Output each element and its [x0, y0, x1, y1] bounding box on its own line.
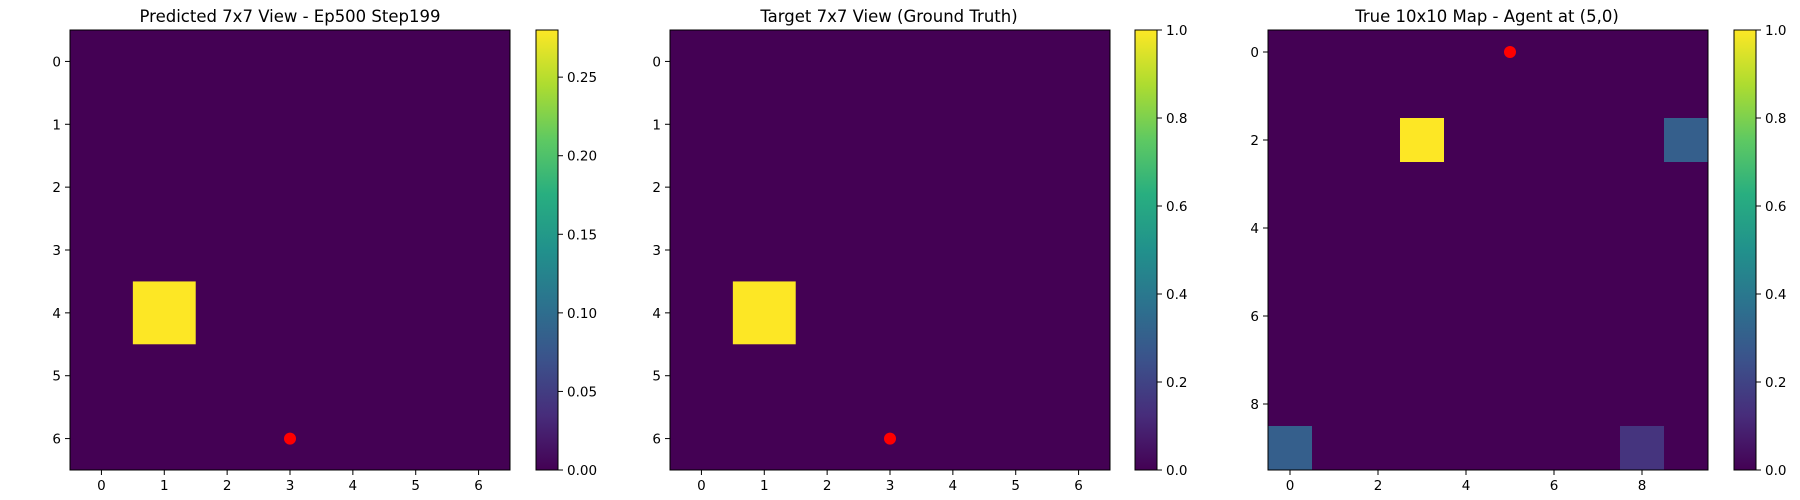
y-tick-label: 6: [652, 432, 661, 448]
x-tick-label: 4: [349, 478, 358, 494]
colorbar-tick-label: 0.4: [1765, 287, 1786, 303]
heatmap-target: 0 1 2 3 4 5 6 0 1 2 3 4 5 6: [652, 29, 1111, 494]
x-tick-label: 5: [411, 478, 420, 494]
colorbar-tick-label: 1.0: [1166, 23, 1187, 39]
agent-marker: [284, 432, 296, 445]
heatmap-background: [70, 30, 510, 470]
colorbar-frame: [1134, 29, 1158, 471]
colorbar-tick-label: 1.0: [1765, 23, 1786, 39]
colorbar-tick-label: 0.0: [1765, 463, 1786, 479]
panel-predicted: Predicted 7x7 View - Ep500 Step199 0 1 2 3 4…: [52, 7, 597, 494]
y-tick-label: 6: [52, 432, 61, 448]
panel-true-map: True 10x10 Map - Agent at (5,0) 0 2 4 6 8 0 2 4…: [1250, 7, 1786, 494]
heatmap-background: [1268, 30, 1708, 470]
colorbar-frame: [1733, 29, 1757, 471]
y-tick-label: 3: [52, 243, 61, 259]
y-tick-label: 1: [652, 117, 661, 133]
x-tick-label: 2: [823, 478, 832, 494]
colorbar-tick-label: 0.25: [567, 70, 597, 86]
x-tick-label: 5: [1011, 478, 1020, 494]
heatmap-background: [670, 30, 1110, 470]
x-tick-label: 3: [886, 478, 895, 494]
x-tick-label: 1: [160, 478, 169, 494]
y-tick-label: 0: [652, 54, 661, 70]
x-tick-label: 2: [223, 478, 232, 494]
y-tick-label: 5: [52, 369, 61, 385]
y-tick-label: 5: [652, 369, 661, 385]
heatmap-true-map: 0 2 4 6 8 0 2 4 6 8: [1250, 29, 1709, 494]
agent-marker: [1504, 46, 1516, 58]
colorbar-tick-label: 0.4: [1166, 287, 1187, 303]
x-tick-label: 6: [1074, 478, 1083, 494]
agent-marker: [884, 432, 896, 445]
colorbar-tick-label: 0.2: [1765, 375, 1786, 391]
x-tick-label: 0: [1286, 478, 1295, 494]
heatmap-cell: [1268, 426, 1312, 470]
y-tick-label: 4: [52, 306, 61, 322]
colorbar-tick-label: 0.20: [567, 149, 597, 165]
colorbar-tick-label: 0.15: [567, 227, 597, 243]
x-tick-label: 1: [760, 478, 769, 494]
y-tick-label: 4: [1250, 221, 1259, 237]
y-tick-label: 8: [1250, 397, 1259, 413]
y-tick-label: 0: [52, 54, 61, 70]
x-tick-label: 4: [1462, 478, 1471, 494]
y-tick-label: 1: [52, 117, 61, 133]
heatmap-cell: [132, 281, 196, 345]
panel-title: Predicted 7x7 View - Ep500 Step199: [139, 7, 440, 26]
heatmap-cell: [732, 281, 796, 345]
panel-target: Target 7x7 View (Ground Truth) 0 1 2 3 4 5 6 0 1…: [652, 7, 1187, 494]
colorbar-gradient: [1734, 30, 1756, 470]
y-tick-label: 3: [652, 243, 661, 259]
axes-frame: [1267, 29, 1709, 471]
y-tick-label: 2: [652, 180, 661, 196]
x-tick-label: 3: [286, 478, 295, 494]
y-tick-label: 2: [1250, 133, 1259, 149]
colorbar-tick-label: 0.8: [1166, 111, 1187, 127]
colorbar-target: 0.0 0.2 0.4 0.6 0.8 1.0: [1134, 23, 1187, 479]
colorbar-predicted: 0.00 0.05 0.10 0.15 0.20 0.25: [535, 29, 597, 479]
x-tick-label: 0: [97, 478, 106, 494]
colorbar-tick-label: 0.05: [567, 384, 597, 400]
colorbar-gradient: [1135, 30, 1157, 470]
x-tick-label: 6: [1550, 478, 1559, 494]
y-tick-label: 0: [1250, 45, 1259, 61]
x-tick-label: 2: [1374, 478, 1383, 494]
x-tick-label: 8: [1638, 478, 1647, 494]
colorbar-tick-label: 0.0: [1166, 463, 1187, 479]
colorbar-tick-label: 0.6: [1166, 199, 1187, 215]
x-tick-label: 4: [949, 478, 958, 494]
panel-title: Target 7x7 View (Ground Truth): [759, 7, 1017, 26]
y-tick-label: 4: [652, 306, 661, 322]
colorbar-true-map: 0.0 0.2 0.4 0.6 0.8 1.0: [1733, 23, 1786, 479]
x-tick-label: 0: [697, 478, 706, 494]
heatmap-cell: [1400, 118, 1444, 162]
colorbar-tick-label: 0.8: [1765, 111, 1786, 127]
heatmap-cell: [1620, 426, 1664, 470]
y-tick-label: 2: [52, 180, 61, 196]
colorbar-tick-label: 0.10: [567, 306, 597, 322]
heatmap-cell: [1664, 118, 1708, 162]
y-tick-label: 6: [1250, 309, 1259, 325]
colorbar-frame: [535, 29, 559, 471]
colorbar-tick-label: 0.6: [1765, 199, 1786, 215]
colorbar-tick-label: 0.00: [567, 463, 597, 479]
heatmap-predicted: 0 1 2 3 4 5 6 0 1 2 3 4 5 6: [52, 29, 511, 494]
x-tick-label: 6: [474, 478, 483, 494]
colorbar-gradient: [536, 30, 558, 470]
colorbar-tick-label: 0.2: [1166, 375, 1187, 391]
panel-title: True 10x10 Map - Agent at (5,0): [1354, 7, 1619, 26]
